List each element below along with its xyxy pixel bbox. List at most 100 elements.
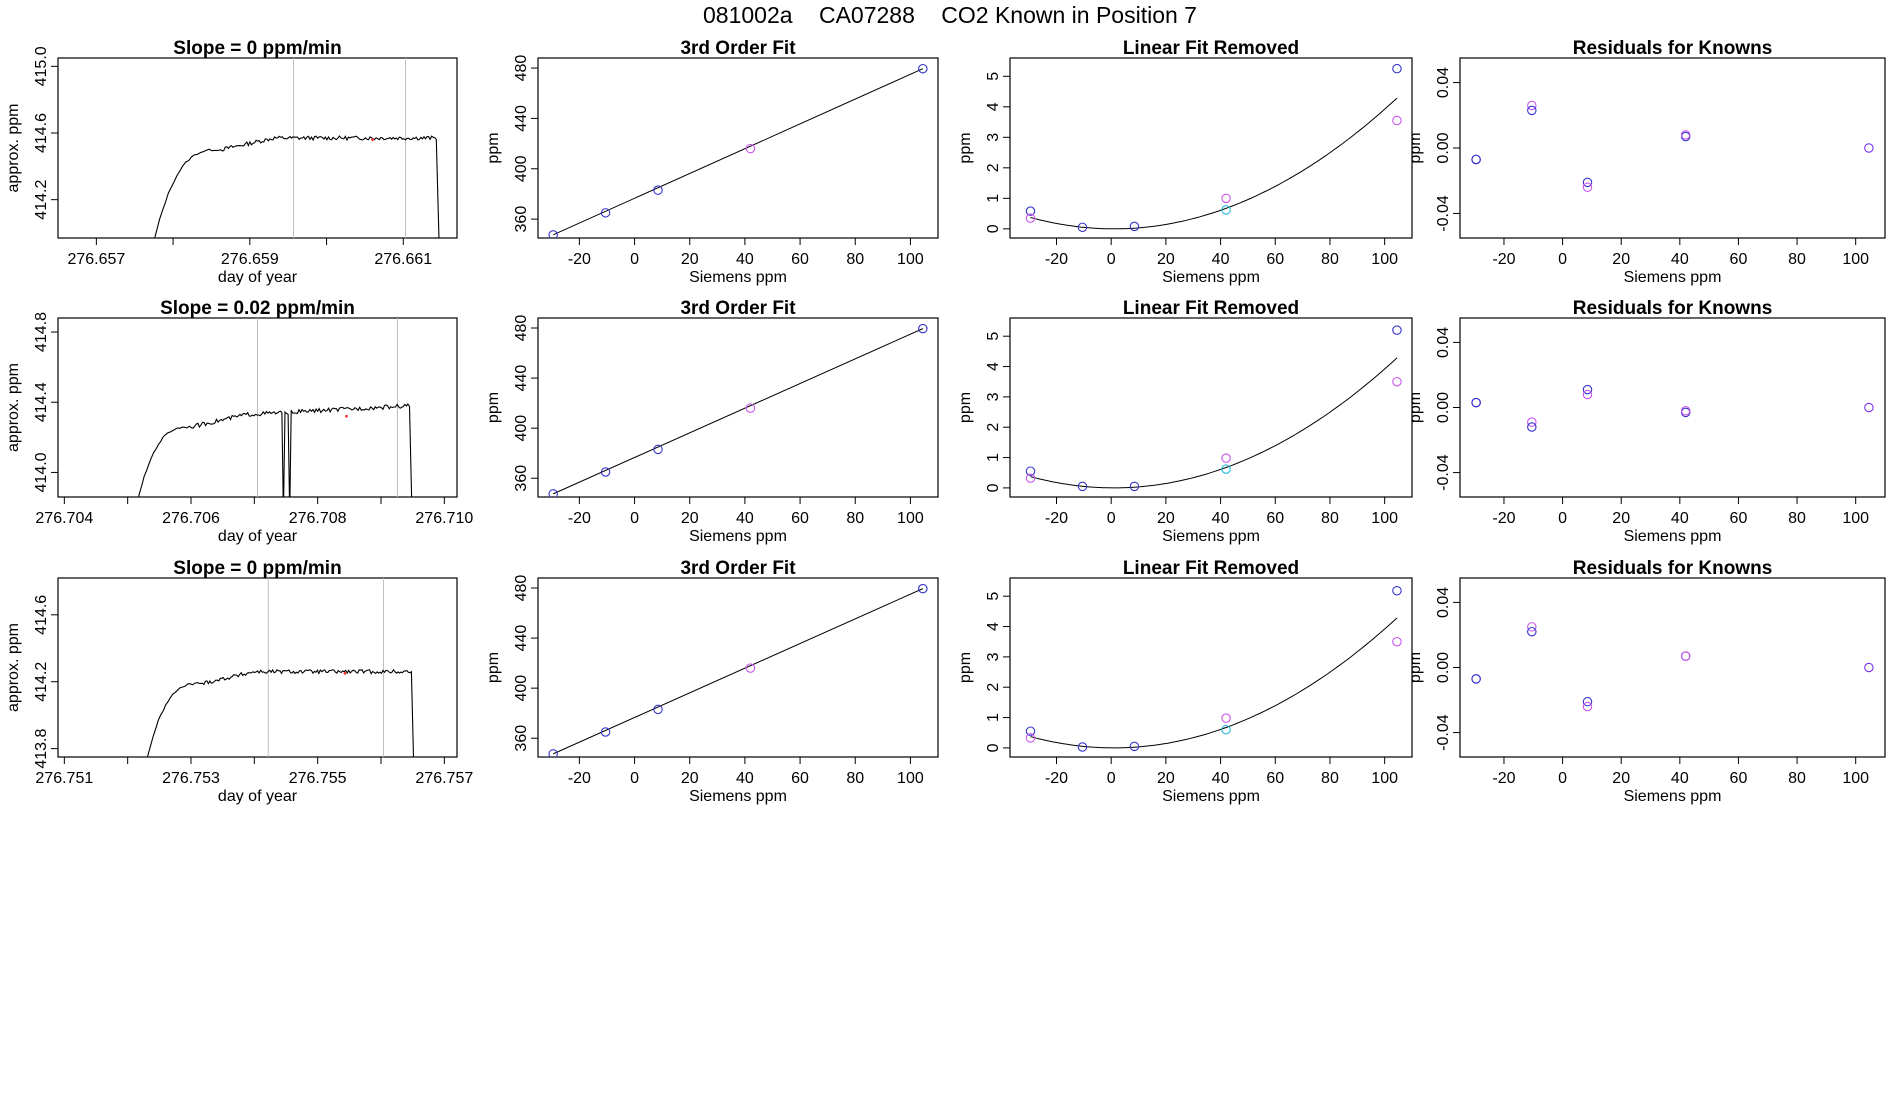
x-tick-label: 80 bbox=[1321, 510, 1339, 527]
y-axis-label: approx. ppm bbox=[5, 623, 22, 712]
plot-data bbox=[138, 318, 413, 497]
y-tick-label: 2 bbox=[985, 683, 1002, 692]
plot-data bbox=[1025, 325, 1402, 492]
figure-description: CO2 Known in Position 7 bbox=[941, 2, 1197, 28]
x-tick-label: 276.757 bbox=[415, 770, 473, 787]
mean-marker bbox=[343, 671, 347, 675]
x-tick-label: 20 bbox=[1157, 770, 1175, 787]
data-point bbox=[1129, 481, 1140, 492]
x-axis-label: Siemens ppm bbox=[689, 788, 787, 805]
x-tick-label: 60 bbox=[791, 510, 809, 527]
y-tick-label: 2 bbox=[985, 163, 1002, 172]
panel-title: Linear Fit Removed bbox=[1123, 298, 1299, 319]
x-tick-label: 80 bbox=[846, 251, 864, 268]
run-id: 081002a bbox=[703, 2, 793, 28]
x-tick-label: 40 bbox=[1671, 770, 1689, 787]
data-point bbox=[1221, 713, 1231, 723]
data-point bbox=[653, 704, 663, 715]
data-point bbox=[918, 63, 928, 74]
figure-title: 081002a CA07288 CO2 Known in Position 7 bbox=[0, 2, 1900, 29]
y-axis-label: ppm bbox=[1407, 132, 1424, 163]
x-tick-label: -20 bbox=[1492, 770, 1515, 787]
y-tick-label: 414.2 bbox=[33, 180, 50, 220]
x-tick-label: 100 bbox=[1842, 770, 1869, 787]
y-axis-label: approx. ppm bbox=[5, 104, 22, 193]
panel-title: 3rd Order Fit bbox=[680, 38, 796, 59]
x-tick-label: -20 bbox=[568, 770, 591, 787]
plot-frame bbox=[1459, 317, 1886, 498]
series-trace bbox=[154, 135, 440, 238]
data-point bbox=[1392, 63, 1402, 74]
x-axis-label: Siemens ppm bbox=[1162, 528, 1260, 545]
x-tick-label: 60 bbox=[791, 251, 809, 268]
data-point bbox=[1221, 205, 1231, 215]
data-point bbox=[1392, 325, 1402, 335]
data-point bbox=[1471, 154, 1481, 165]
y-tick-label: 0 bbox=[985, 483, 1002, 492]
x-tick-label: 20 bbox=[1612, 251, 1630, 268]
x-tick-label: 100 bbox=[897, 510, 924, 527]
series-trace bbox=[138, 403, 413, 497]
data-point bbox=[1025, 726, 1036, 736]
chart-panel-r1c3: Linear Fit Removed -20 0 20 40 60 80 100 0 1 2 3 4 5 S… bbox=[957, 38, 1413, 286]
x-tick-label: 80 bbox=[1788, 770, 1806, 787]
x-tick-label: -20 bbox=[568, 251, 591, 268]
panel-title: Slope = 0.02 ppm/min bbox=[160, 298, 355, 319]
y-tick-label: 0.04 bbox=[1435, 327, 1452, 358]
y-tick-label: 0.00 bbox=[1435, 132, 1452, 163]
data-point bbox=[1129, 221, 1140, 232]
x-tick-label: 0 bbox=[1107, 770, 1116, 787]
data-point bbox=[1392, 585, 1402, 596]
panel-title: Slope = 0 ppm/min bbox=[173, 558, 341, 579]
data-point bbox=[1471, 397, 1481, 408]
y-tick-label: -0.04 bbox=[1435, 195, 1452, 232]
y-tick-label: 5 bbox=[985, 332, 1002, 341]
data-point bbox=[1392, 376, 1402, 387]
x-tick-label: 276.755 bbox=[289, 770, 347, 787]
y-axis-label: ppm bbox=[957, 392, 974, 423]
x-tick-label: 40 bbox=[736, 770, 754, 787]
panel-title: 3rd Order Fit bbox=[680, 298, 796, 319]
y-tick-label: 480 bbox=[513, 55, 530, 82]
x-tick-label: 80 bbox=[1321, 251, 1339, 268]
data-point bbox=[653, 185, 663, 195]
chart-panel-r2c1: Slope = 0.02 ppm/min 276.704 276.706 276.70… bbox=[5, 298, 473, 545]
data-point bbox=[600, 467, 611, 477]
y-tick-label: 3 bbox=[985, 652, 1002, 661]
data-point bbox=[1680, 651, 1691, 661]
data-point bbox=[1221, 464, 1231, 474]
data-point bbox=[1221, 724, 1231, 735]
y-tick-label: 440 bbox=[513, 365, 530, 392]
data-point bbox=[1864, 143, 1874, 153]
y-tick-label: 414.8 bbox=[33, 312, 50, 352]
x-axis-label: day of year bbox=[218, 269, 298, 286]
y-axis-label: ppm bbox=[957, 652, 974, 683]
y-tick-label: 3 bbox=[985, 133, 1002, 142]
plot-data bbox=[548, 63, 928, 238]
data-point bbox=[1582, 389, 1593, 400]
data-point bbox=[1527, 626, 1537, 637]
data-point bbox=[1582, 701, 1593, 712]
plot-data bbox=[1471, 622, 1874, 712]
plot-frame bbox=[1009, 317, 1413, 498]
x-tick-label: 276.661 bbox=[374, 251, 432, 268]
chart-panel-r2c3: Linear Fit Removed -20 0 20 40 60 80 100 0 1 2 3 4 5 S… bbox=[957, 298, 1413, 545]
series-trace bbox=[146, 668, 415, 757]
x-tick-label: -20 bbox=[1045, 770, 1068, 787]
plot-data bbox=[548, 323, 928, 497]
chart-panel-r1c1: Slope = 0 ppm/min 276.657 276.659 276.661 41… bbox=[5, 38, 458, 286]
data-point bbox=[653, 444, 663, 455]
x-tick-label: 0 bbox=[630, 251, 639, 268]
y-tick-label: 5 bbox=[985, 592, 1002, 601]
plot-data bbox=[1471, 384, 1874, 432]
data-point bbox=[1221, 193, 1231, 204]
x-tick-label: 276.708 bbox=[289, 510, 347, 527]
data-point bbox=[1527, 422, 1537, 432]
y-tick-label: 0.00 bbox=[1435, 652, 1452, 683]
data-point bbox=[1221, 453, 1231, 463]
data-point bbox=[745, 663, 756, 673]
chart-panel-r2c4: Residuals for Knowns -20 0 20 40 60 80 100 -0.04… bbox=[1407, 298, 1886, 545]
x-tick-label: 276.657 bbox=[67, 251, 125, 268]
x-tick-label: 60 bbox=[1730, 251, 1748, 268]
y-tick-label: 1 bbox=[985, 194, 1002, 203]
